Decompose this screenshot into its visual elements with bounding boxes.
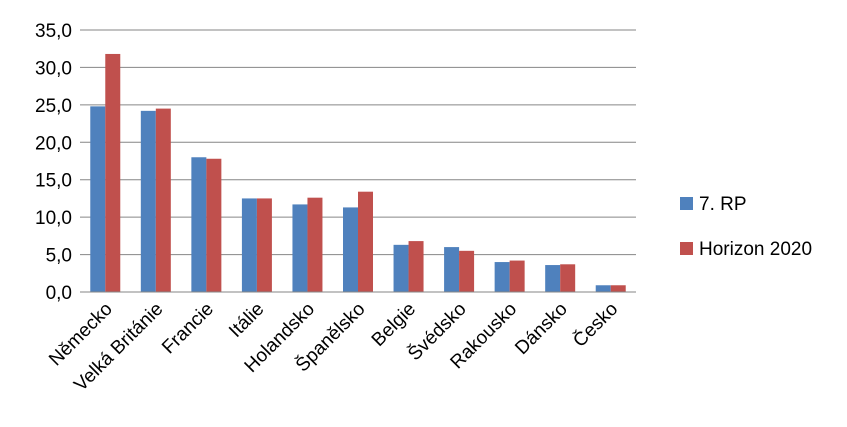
y-tick-label: 15,0 [35, 171, 72, 192]
bar-series-2 [459, 250, 475, 292]
bar-series-1 [140, 110, 156, 293]
legend-label: Horizon 2020 [699, 239, 812, 260]
y-tick-label: 25,0 [35, 96, 72, 117]
bar-series-2 [105, 53, 121, 292]
x-tick-label: Dánsko [511, 299, 571, 359]
y-tick-label: 10,0 [35, 208, 72, 229]
gridlines [80, 29, 636, 256]
bar-series-1 [343, 207, 358, 292]
bar-series-1 [393, 244, 409, 292]
x-tick-label: Itálie [225, 299, 268, 342]
bar-series-2 [509, 260, 525, 292]
bar-series-1 [191, 157, 207, 292]
bar-series-2 [560, 264, 576, 292]
y-tick-label: 20,0 [35, 133, 72, 154]
legend-swatch [680, 197, 693, 210]
y-tick-label: 35,0 [35, 21, 72, 42]
y-tick-label: 5,0 [46, 246, 72, 267]
x-tick-label: Francie [158, 299, 218, 359]
bar-series-2 [155, 108, 171, 292]
x-tick-label: Česko [569, 298, 623, 352]
bar-series-1 [545, 265, 561, 292]
bar-series-2 [408, 241, 424, 292]
legend: 7. RP Horizon 2020 [680, 194, 812, 260]
bar-series-2 [256, 198, 272, 292]
bar-series-2 [610, 285, 626, 292]
legend-swatch [680, 242, 693, 255]
y-tick-label: 30,0 [35, 58, 72, 79]
y-tick-label: 0,0 [46, 283, 72, 304]
y-axis-tick-labels: 0,0 5,0 10,0 15,0 20,0 25,0 30,0 35,0 [35, 21, 72, 304]
bar-series-2 [206, 158, 222, 292]
legend-label: 7. RP [699, 194, 747, 215]
bar-series-1 [90, 106, 106, 293]
bar-series-1 [444, 247, 460, 292]
bar-series-1 [595, 285, 611, 292]
bar-series-1 [241, 198, 257, 292]
x-tick-label: Velká Británie [70, 299, 167, 396]
bar-series-2 [358, 191, 373, 292]
bar-series-2 [307, 197, 323, 292]
bar-series-1 [494, 262, 510, 292]
bar-series-1 [292, 204, 308, 292]
bars [90, 53, 626, 293]
